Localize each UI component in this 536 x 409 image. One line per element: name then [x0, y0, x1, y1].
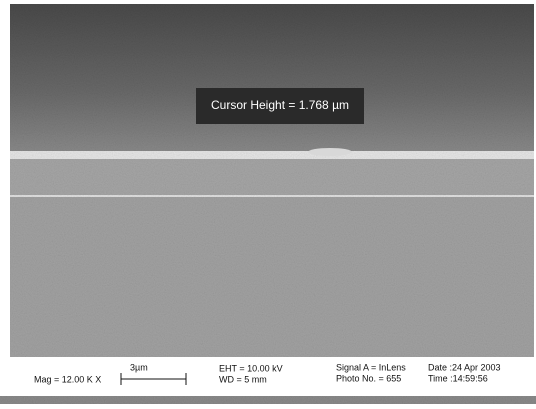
signal: Signal A = InLens [336, 362, 406, 372]
mag: Mag = 12.00 K X [34, 374, 101, 384]
scale-label: 3µm [130, 362, 148, 372]
micrograph [0, 4, 536, 404]
photo-number: Photo No. = 655 [336, 373, 401, 383]
cursor-height: Cursor Height = 1.768 µm [211, 98, 349, 112]
dark-region [10, 4, 534, 152]
bottom-border [0, 396, 536, 404]
particle [308, 148, 352, 156]
substrate [10, 197, 534, 357]
date: Date :24 Apr 2003 [428, 362, 501, 372]
time: Time :14:59:56 [428, 373, 488, 383]
sem-screenshot: Cursor Height = 1.768 µm Mag = 12.00 K X… [0, 0, 536, 404]
film-layer [10, 159, 534, 196]
wd: WD = 5 mm [219, 374, 267, 384]
eht: EHT = 10.00 kV [219, 363, 283, 373]
interface-line [10, 195, 534, 197]
bright-edge [10, 151, 534, 159]
